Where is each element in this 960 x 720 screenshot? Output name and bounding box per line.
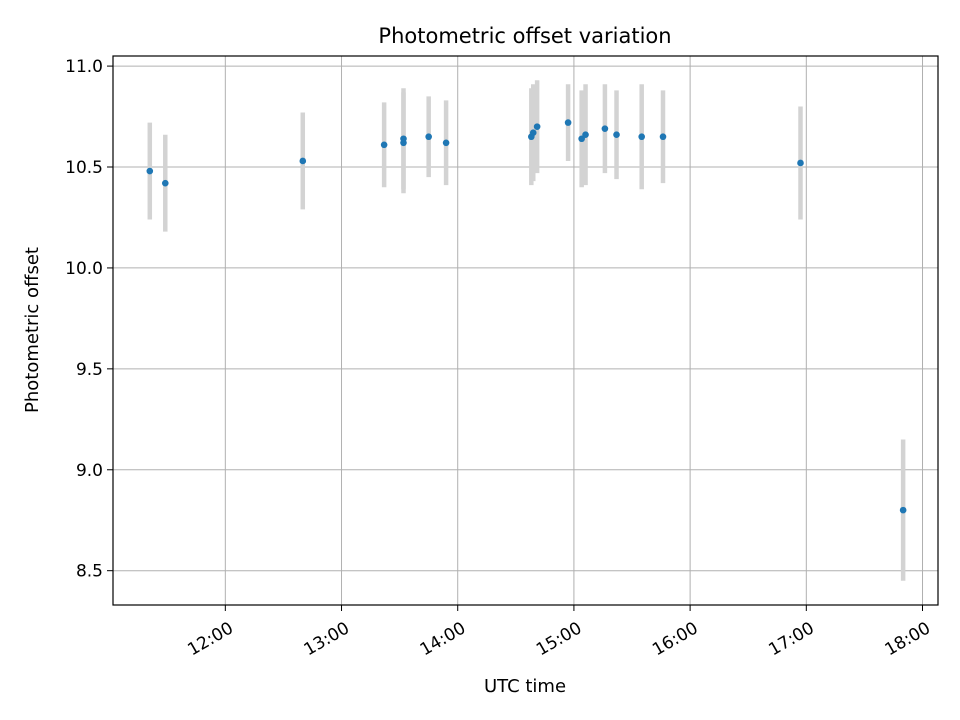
y-tick-label: 8.5 bbox=[76, 562, 103, 582]
plot-area-frame bbox=[112, 55, 939, 606]
chart-title: Photometric offset variation bbox=[378, 24, 671, 48]
x-axis-label: UTC time bbox=[484, 676, 566, 697]
data-point bbox=[638, 133, 645, 141]
y-tick-label: 9.0 bbox=[76, 461, 103, 481]
data-point bbox=[659, 133, 667, 141]
data-point bbox=[425, 133, 432, 141]
data-point bbox=[899, 506, 907, 514]
data-point bbox=[442, 139, 450, 147]
data-point bbox=[299, 157, 307, 165]
y-tick-label: 11.0 bbox=[65, 57, 103, 77]
data-point bbox=[400, 139, 407, 147]
y-tick-label: 10.0 bbox=[65, 259, 103, 279]
data-point bbox=[161, 179, 169, 187]
data-point bbox=[380, 141, 388, 149]
data-point bbox=[529, 129, 537, 136]
grid bbox=[113, 56, 938, 605]
data-point bbox=[533, 123, 541, 130]
data-point bbox=[601, 125, 609, 132]
data-point bbox=[582, 131, 589, 139]
y-axis-label: Photometric offset bbox=[22, 247, 43, 413]
y-tick-label: 9.5 bbox=[76, 360, 103, 380]
data-point bbox=[146, 167, 154, 175]
y-tick-label: 10.5 bbox=[65, 158, 103, 178]
data-points bbox=[146, 119, 907, 514]
data-point bbox=[613, 131, 620, 139]
data-point bbox=[797, 159, 804, 167]
data-point bbox=[564, 119, 572, 126]
